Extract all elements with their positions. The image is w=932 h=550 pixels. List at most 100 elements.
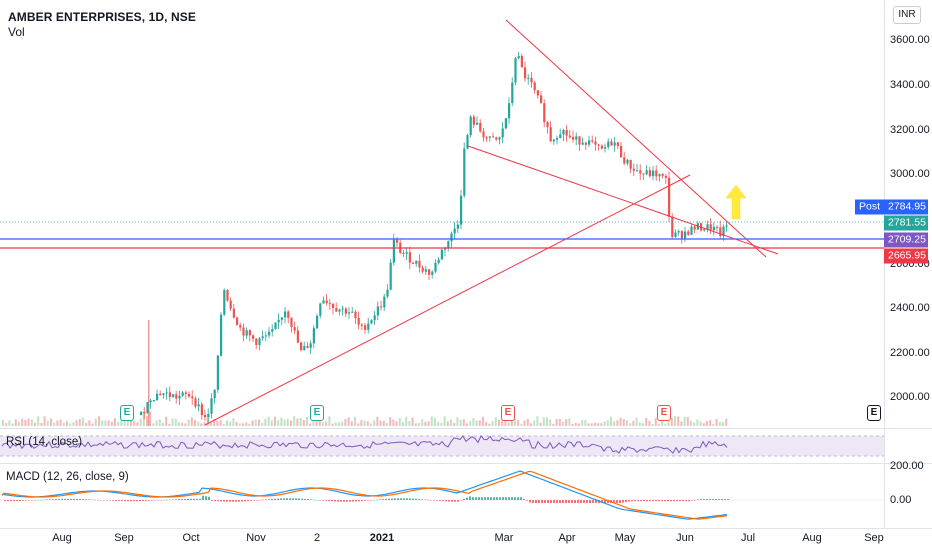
rsi-label[interactable]: RSI (14, close) bbox=[6, 436, 83, 448]
macd-histogram-bar bbox=[541, 500, 543, 504]
macd-histogram-bar bbox=[463, 499, 465, 500]
macd-histogram-bar bbox=[319, 500, 321, 501]
candle-body bbox=[488, 136, 491, 138]
macd-histogram-bar bbox=[229, 500, 231, 502]
price-chart[interactable] bbox=[0, 0, 884, 428]
volume-bar bbox=[226, 420, 228, 426]
volume-bar bbox=[21, 418, 24, 426]
volume-bar bbox=[683, 416, 686, 426]
time-tick: Sep bbox=[114, 532, 134, 544]
macd-histogram-bar bbox=[166, 499, 168, 501]
volume-bar bbox=[94, 418, 97, 426]
macd-histogram-bar bbox=[277, 498, 279, 500]
macd-histogram-bar bbox=[337, 500, 339, 502]
macd-histogram-bar bbox=[412, 498, 414, 500]
volume-bar bbox=[117, 421, 120, 426]
volume-bar bbox=[600, 423, 603, 426]
candle-body bbox=[517, 56, 520, 59]
volume-bar bbox=[53, 422, 56, 426]
earnings-icon[interactable]: E bbox=[657, 405, 671, 421]
macd-histogram-bar bbox=[55, 499, 57, 500]
candle-body bbox=[386, 289, 389, 297]
volume-bar bbox=[382, 420, 385, 426]
volume-bar bbox=[88, 420, 91, 426]
macd-histogram-bar bbox=[148, 500, 150, 501]
macd-histogram-bar bbox=[94, 499, 96, 501]
volume-bar bbox=[536, 416, 539, 426]
macd-histogram-bar bbox=[484, 497, 486, 500]
candle-body bbox=[328, 303, 331, 305]
macd-histogram-bar bbox=[73, 498, 75, 500]
volume-bar bbox=[331, 423, 334, 426]
macd-histogram-bar bbox=[325, 500, 327, 501]
volume-bar bbox=[530, 423, 532, 426]
macd-histogram-bar bbox=[52, 499, 54, 500]
macd-histogram-bar bbox=[184, 498, 186, 500]
price-tick: 2400.00 bbox=[890, 302, 930, 314]
currency-button[interactable]: INR bbox=[893, 6, 921, 24]
earnings-icon[interactable]: E bbox=[310, 405, 324, 421]
macd-label[interactable]: MACD (12, 26, close, 9) bbox=[6, 471, 129, 483]
volume-bar bbox=[622, 419, 625, 426]
macd-histogram-bar bbox=[250, 500, 252, 501]
macd-histogram-bar bbox=[142, 500, 144, 502]
volume-bar bbox=[504, 420, 507, 426]
volume-bar bbox=[8, 420, 11, 426]
macd-histogram-bar bbox=[622, 500, 624, 503]
candle-body bbox=[655, 170, 658, 177]
earnings-icon[interactable]: E bbox=[867, 405, 881, 421]
volume-bar bbox=[43, 416, 46, 426]
pane-separator[interactable] bbox=[0, 428, 932, 429]
candle-body bbox=[236, 317, 239, 325]
macd-pane[interactable] bbox=[0, 466, 884, 528]
volume-bar bbox=[338, 422, 340, 426]
pane-separator[interactable] bbox=[0, 463, 932, 464]
macd-histogram-bar bbox=[271, 498, 273, 500]
candle-body bbox=[514, 58, 517, 83]
macd-histogram-bar bbox=[328, 500, 330, 502]
candle-body bbox=[271, 329, 274, 332]
candle-body bbox=[213, 389, 216, 399]
candle-body bbox=[440, 249, 443, 260]
candle-body bbox=[316, 315, 319, 329]
macd-histogram-bar bbox=[457, 500, 459, 502]
volume-bar bbox=[549, 419, 552, 426]
macd-histogram-bar bbox=[409, 498, 411, 500]
macd-histogram-bar bbox=[529, 500, 531, 503]
earnings-icon[interactable]: E bbox=[120, 405, 134, 421]
volume-bar bbox=[562, 421, 564, 426]
volume-bar bbox=[290, 420, 292, 426]
macd-histogram-bar bbox=[262, 499, 264, 501]
macd-histogram-bar bbox=[691, 500, 693, 501]
volume-bar bbox=[709, 419, 712, 426]
volume-bar bbox=[629, 423, 632, 426]
candle-body bbox=[575, 136, 578, 140]
volume-label: Vol bbox=[8, 25, 25, 39]
macd-histogram-bar bbox=[196, 498, 198, 500]
candle-body bbox=[671, 216, 674, 237]
macd-histogram-bar bbox=[469, 496, 471, 500]
candle-body bbox=[597, 144, 600, 146]
volume-bar bbox=[158, 419, 161, 426]
macd-histogram-bar bbox=[139, 500, 141, 502]
volume-bar bbox=[264, 418, 267, 426]
macd-histogram-bar bbox=[724, 499, 726, 500]
macd-histogram-bar bbox=[241, 500, 243, 502]
macd-histogram-bar bbox=[292, 498, 294, 500]
volume-bar bbox=[146, 415, 148, 426]
macd-histogram-bar bbox=[34, 500, 36, 501]
macd-histogram-bar bbox=[46, 499, 48, 500]
candle-body bbox=[536, 90, 539, 96]
candle-body bbox=[725, 225, 728, 227]
volume-bar bbox=[718, 422, 721, 426]
candle-body bbox=[716, 226, 719, 228]
macd-histogram-bar bbox=[376, 499, 378, 501]
volume-bar bbox=[334, 422, 337, 426]
macd-histogram-bar bbox=[43, 499, 45, 501]
candle-body bbox=[690, 226, 693, 235]
horizontal-line-tag: 2665.95 bbox=[884, 248, 928, 264]
volume-bar bbox=[386, 422, 388, 426]
rsi-pane[interactable] bbox=[0, 430, 884, 462]
earnings-icon[interactable]: E bbox=[501, 405, 515, 421]
time-tick: Aug bbox=[802, 532, 822, 544]
